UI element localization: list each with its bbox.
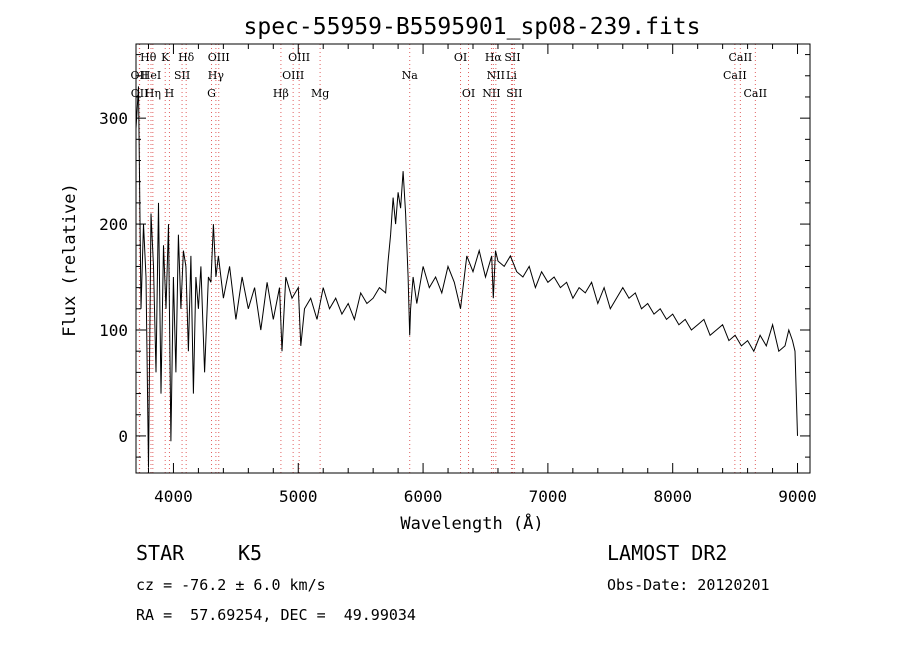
spectral-line-label-16: Na <box>402 69 419 82</box>
spectral-line-label-2: OII <box>131 87 149 100</box>
redshift-velocity: cz = -76.2 ± 6.0 km/s <box>136 576 326 594</box>
object-class: STAR <box>136 541 185 565</box>
y-axis-ticks: 0 100 200 300 <box>99 54 810 458</box>
spectral-line-label-9: OIII <box>208 51 230 64</box>
y-tick-label: 100 <box>99 321 128 340</box>
spectral-line-label-15: Mg <box>311 87 329 100</box>
spectral-line-label-18: OI <box>462 87 475 100</box>
y-tick-label: 200 <box>99 215 128 234</box>
survey-name: LAMOST DR2 <box>607 541 728 565</box>
x-axis-ticks: 4000 5000 6000 7000 8000 9000 <box>147 44 817 506</box>
spectral-line-label-4: Hη <box>145 87 161 100</box>
x-tick-label: 5000 <box>279 487 318 506</box>
spectral-line-label-24: SII <box>506 87 522 100</box>
plot-frame <box>135 43 811 474</box>
spectral-line-label-25: CaII <box>729 51 753 64</box>
spectral-line-label-14: OIII <box>282 69 304 82</box>
spectrum-chart: spec-55959-B5595901_sp08-239.fits Hθ OII O… <box>60 14 817 534</box>
spectral-line-markers <box>138 44 756 473</box>
spectral-line-label-23: Li <box>506 69 517 82</box>
x-axis-label: Wavelength (Å) <box>400 512 543 534</box>
spectral-line-label-11: G <box>207 87 216 100</box>
spectral-line-label-17: OI <box>454 51 467 64</box>
spectral-line-label-5: K <box>161 51 170 64</box>
y-tick-label: 0 <box>118 427 128 446</box>
y-axis-label: Flux (relative) <box>60 183 80 337</box>
spectral-line-label-7: H <box>165 87 175 100</box>
x-tick-label: 4000 <box>154 487 193 506</box>
y-tick-label: 300 <box>99 109 128 128</box>
spectral-line-label-22: NII <box>482 87 500 100</box>
spectral-line-label-0: Hθ <box>140 51 157 64</box>
spectral-line-label-12: Hβ <box>273 87 289 100</box>
chart-title: spec-55959-B5595901_sp08-239.fits <box>244 14 701 40</box>
sky-coordinates: RA = 57.69254, DEC = 49.99034 <box>136 606 416 624</box>
spectral-line-label-26: CaII <box>723 69 747 82</box>
x-tick-label: 8000 <box>653 487 692 506</box>
spectral-line-label-21: NII <box>487 69 505 82</box>
spectral-line-label-10: Hγ <box>208 69 225 82</box>
spectral-line-label-27: CaII <box>743 87 767 100</box>
spectral-line-label-19: Hα <box>485 51 503 64</box>
spectral-line-label-20: SII <box>504 51 520 64</box>
object-subclass: K5 <box>238 541 263 565</box>
observation-date: Obs-Date: 20120201 <box>607 576 770 594</box>
spectral-line-label-13: OIII <box>288 51 310 64</box>
spectrum-series-line <box>135 86 798 468</box>
x-tick-label: 7000 <box>529 487 568 506</box>
x-tick-label: 9000 <box>778 487 817 506</box>
spectral-line-label-8: Hδ <box>178 51 195 64</box>
x-tick-label: 6000 <box>404 487 443 506</box>
spectral-line-label-6: SII <box>174 69 190 82</box>
spectral-line-label-3: HeI <box>141 69 161 82</box>
